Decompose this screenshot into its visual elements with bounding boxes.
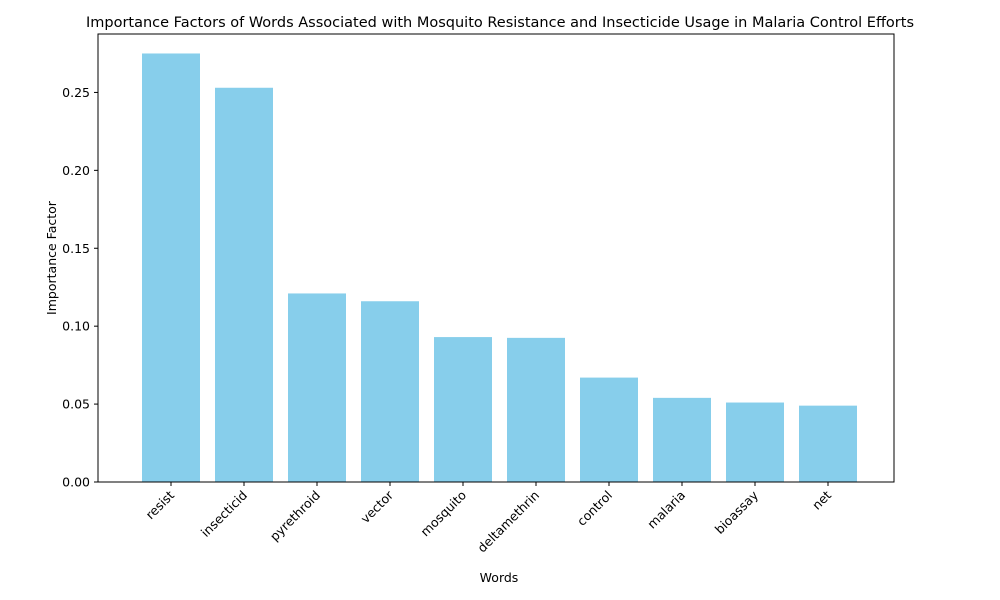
x-tick-label: insecticid [198, 488, 250, 540]
y-tick-label: 0.15 [62, 241, 90, 256]
bars-group [142, 53, 857, 482]
bar-control [580, 377, 638, 482]
x-tick-label: mosquito [417, 488, 469, 540]
x-tick-label: vector [357, 487, 396, 526]
x-tick-label: bioassay [712, 487, 762, 537]
y-tick-label: 0.05 [62, 397, 90, 412]
x-tick-label: pyrethroid [267, 488, 323, 544]
x-tick-label: control [574, 488, 615, 529]
bar-resist [142, 53, 200, 482]
bar-pyrethroid [288, 293, 346, 482]
y-axis: 0.00 0.05 0.10 0.15 0.20 0.25 [62, 85, 98, 490]
y-tick-label: 0.10 [62, 319, 90, 334]
bar-malaria [653, 397, 711, 482]
y-tick-label: 0.00 [62, 475, 90, 490]
y-tick-label: 0.25 [62, 85, 90, 100]
y-tick-label: 0.20 [62, 163, 90, 178]
bar-insecticid [215, 87, 273, 482]
plot-frame [97, 33, 895, 483]
x-tick-label: deltamethrin [474, 488, 542, 556]
x-tick-label: net [809, 487, 834, 512]
bar-deltamethrin [507, 337, 565, 482]
x-tick-label: resist [142, 487, 177, 522]
y-axis-label: Importance Factor [44, 200, 59, 315]
x-axis-label: Words [480, 570, 519, 585]
bar-vector [361, 301, 419, 482]
x-tick-label: malaria [644, 488, 688, 532]
bar-bioassay [726, 402, 784, 482]
bar-net [799, 405, 857, 482]
chart-title: Importance Factors of Words Associated w… [86, 15, 914, 31]
x-axis: resist insecticid pyrethroid vector mosquito… [142, 482, 834, 555]
bar-mosquito [434, 337, 492, 482]
